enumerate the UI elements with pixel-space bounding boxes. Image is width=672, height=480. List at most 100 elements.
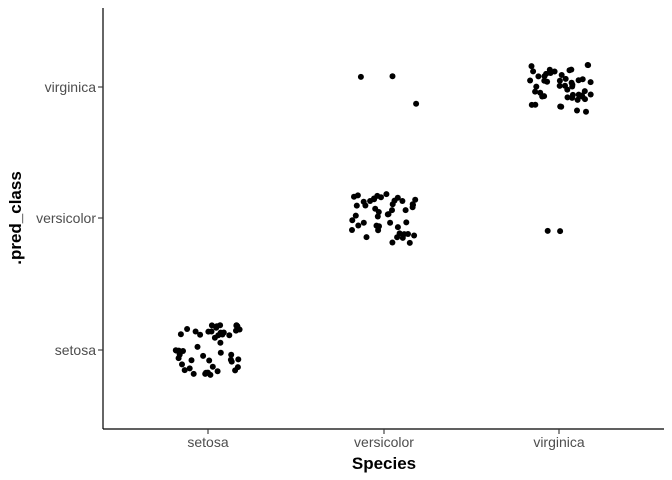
data-point bbox=[574, 107, 580, 114]
data-point bbox=[530, 68, 537, 75]
data-point bbox=[562, 75, 569, 82]
data-point bbox=[413, 100, 420, 107]
data-point bbox=[206, 357, 213, 364]
data-point bbox=[235, 356, 242, 363]
data-point bbox=[349, 217, 356, 224]
data-point bbox=[188, 357, 195, 364]
data-point bbox=[197, 331, 204, 338]
y-tick-label: versicolor bbox=[36, 210, 96, 226]
x-tick-label: versicolor bbox=[354, 434, 414, 450]
data-point bbox=[389, 239, 396, 246]
data-point bbox=[389, 207, 395, 214]
data-point bbox=[228, 358, 235, 365]
data-point bbox=[186, 365, 193, 372]
data-point bbox=[558, 103, 565, 110]
x-ticks: setosa versicolor virginica bbox=[187, 429, 585, 450]
data-point bbox=[352, 212, 359, 219]
data-point bbox=[544, 78, 551, 85]
data-point bbox=[383, 191, 390, 198]
data-point bbox=[412, 196, 419, 203]
data-point bbox=[208, 328, 215, 335]
data-point bbox=[177, 331, 184, 338]
x-tick-label: setosa bbox=[187, 434, 228, 450]
data-point bbox=[202, 370, 209, 377]
x-tick-label: virginica bbox=[533, 434, 585, 450]
data-point bbox=[411, 232, 418, 239]
data-point bbox=[194, 343, 201, 350]
data-point bbox=[564, 94, 571, 101]
data-point bbox=[574, 96, 581, 103]
y-tick-label: setosa bbox=[55, 342, 96, 358]
data-point bbox=[228, 351, 235, 358]
data-point bbox=[214, 368, 221, 375]
data-point bbox=[527, 77, 534, 84]
data-point bbox=[583, 108, 589, 115]
data-point bbox=[533, 83, 540, 90]
data-point bbox=[399, 198, 406, 204]
data-point bbox=[402, 207, 409, 214]
data-point bbox=[208, 322, 215, 329]
data-point bbox=[217, 329, 224, 336]
data-point bbox=[532, 101, 539, 108]
data-point bbox=[234, 364, 241, 371]
data-point bbox=[389, 201, 396, 208]
data-point bbox=[403, 219, 410, 226]
data-point bbox=[217, 349, 224, 356]
data-point bbox=[535, 73, 542, 80]
data-point bbox=[401, 231, 408, 238]
data-point bbox=[175, 348, 182, 355]
data-point bbox=[394, 224, 401, 231]
data-point bbox=[581, 88, 588, 95]
data-point bbox=[362, 202, 369, 209]
data-point bbox=[584, 62, 591, 68]
data-point bbox=[558, 72, 565, 78]
data-point bbox=[556, 77, 563, 84]
data-point bbox=[409, 204, 416, 211]
data-point bbox=[587, 91, 594, 98]
data-point bbox=[394, 194, 401, 201]
data-point bbox=[528, 63, 535, 70]
y-tick-label: virginica bbox=[45, 79, 97, 95]
data-point bbox=[209, 363, 216, 370]
data-point bbox=[357, 73, 364, 80]
data-point bbox=[387, 219, 394, 226]
x-axis-title: Species bbox=[352, 454, 416, 473]
data-point bbox=[575, 77, 582, 84]
data-point bbox=[406, 239, 413, 246]
data-point bbox=[374, 213, 381, 220]
data-point bbox=[569, 81, 576, 88]
data-point bbox=[360, 219, 367, 226]
data-point bbox=[353, 202, 360, 209]
data-point bbox=[568, 66, 575, 73]
data-point bbox=[374, 192, 381, 199]
data-point bbox=[532, 88, 539, 95]
data-point bbox=[355, 222, 362, 229]
data-point bbox=[180, 348, 186, 354]
data-point bbox=[587, 79, 594, 86]
data-point bbox=[179, 361, 185, 368]
data-point bbox=[375, 227, 382, 234]
data-point bbox=[557, 228, 564, 235]
data-point bbox=[211, 334, 218, 341]
data-point bbox=[349, 227, 355, 233]
data-point bbox=[184, 326, 191, 332]
data-point bbox=[384, 211, 391, 218]
data-point bbox=[207, 371, 214, 378]
data-point bbox=[389, 73, 396, 80]
data-point bbox=[351, 193, 357, 200]
y-axis-title: .pred_class bbox=[6, 171, 25, 265]
data-point bbox=[539, 93, 546, 100]
data-point bbox=[226, 332, 233, 339]
data-point bbox=[175, 355, 182, 362]
data-point bbox=[569, 91, 576, 98]
points-layer bbox=[172, 62, 594, 378]
data-point bbox=[564, 86, 571, 93]
y-ticks: setosa versicolor virginica bbox=[36, 79, 103, 358]
data-point bbox=[190, 370, 197, 377]
data-point bbox=[181, 367, 188, 374]
data-point bbox=[544, 227, 551, 234]
data-point bbox=[375, 209, 382, 215]
data-point bbox=[582, 96, 588, 103]
data-point bbox=[373, 222, 380, 229]
data-point bbox=[394, 234, 401, 241]
